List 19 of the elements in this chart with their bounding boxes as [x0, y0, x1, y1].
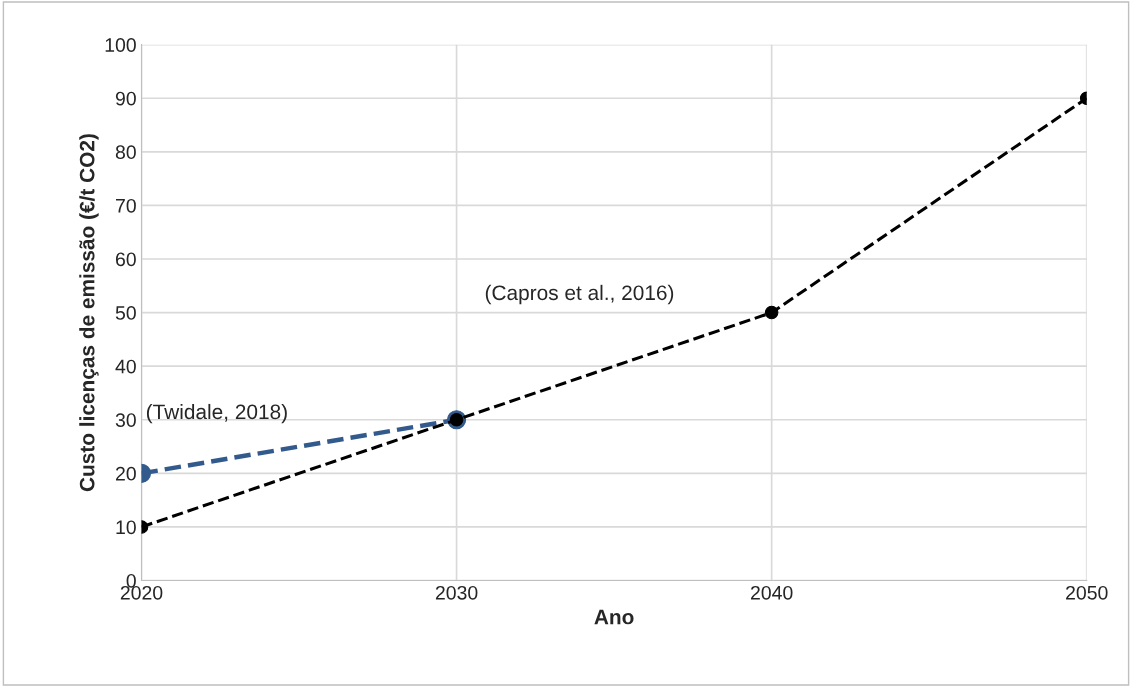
y-tick-label: 20: [115, 466, 136, 481]
y-tick-label: 90: [115, 91, 136, 106]
y-tick-label: 50: [115, 306, 136, 320]
y-tick-label: 80: [115, 145, 136, 160]
y-tick-label: 100: [105, 38, 136, 52]
x-tick-label: 2020: [120, 585, 163, 600]
x-axis-title: Ano: [594, 609, 634, 625]
y-tick-label: 0: [126, 573, 136, 588]
y-tick-label: 60: [116, 252, 136, 267]
x-tick-label: 2040: [751, 585, 793, 600]
y-tick-label: 70: [116, 198, 136, 213]
x-tick-label: 2030: [435, 585, 478, 600]
x-tick-label: 2050: [1066, 585, 1108, 600]
y-tick-label: 40: [115, 359, 136, 374]
y-axis-title: Custo licenças de emissão (€/t CO2): [79, 134, 99, 492]
y-tick-label: 30: [115, 413, 136, 427]
series-label: (Capros et al., 2016): [485, 284, 674, 305]
y-tick-label: 10: [116, 520, 136, 535]
series-label: (Twidale, 2018): [146, 403, 287, 424]
